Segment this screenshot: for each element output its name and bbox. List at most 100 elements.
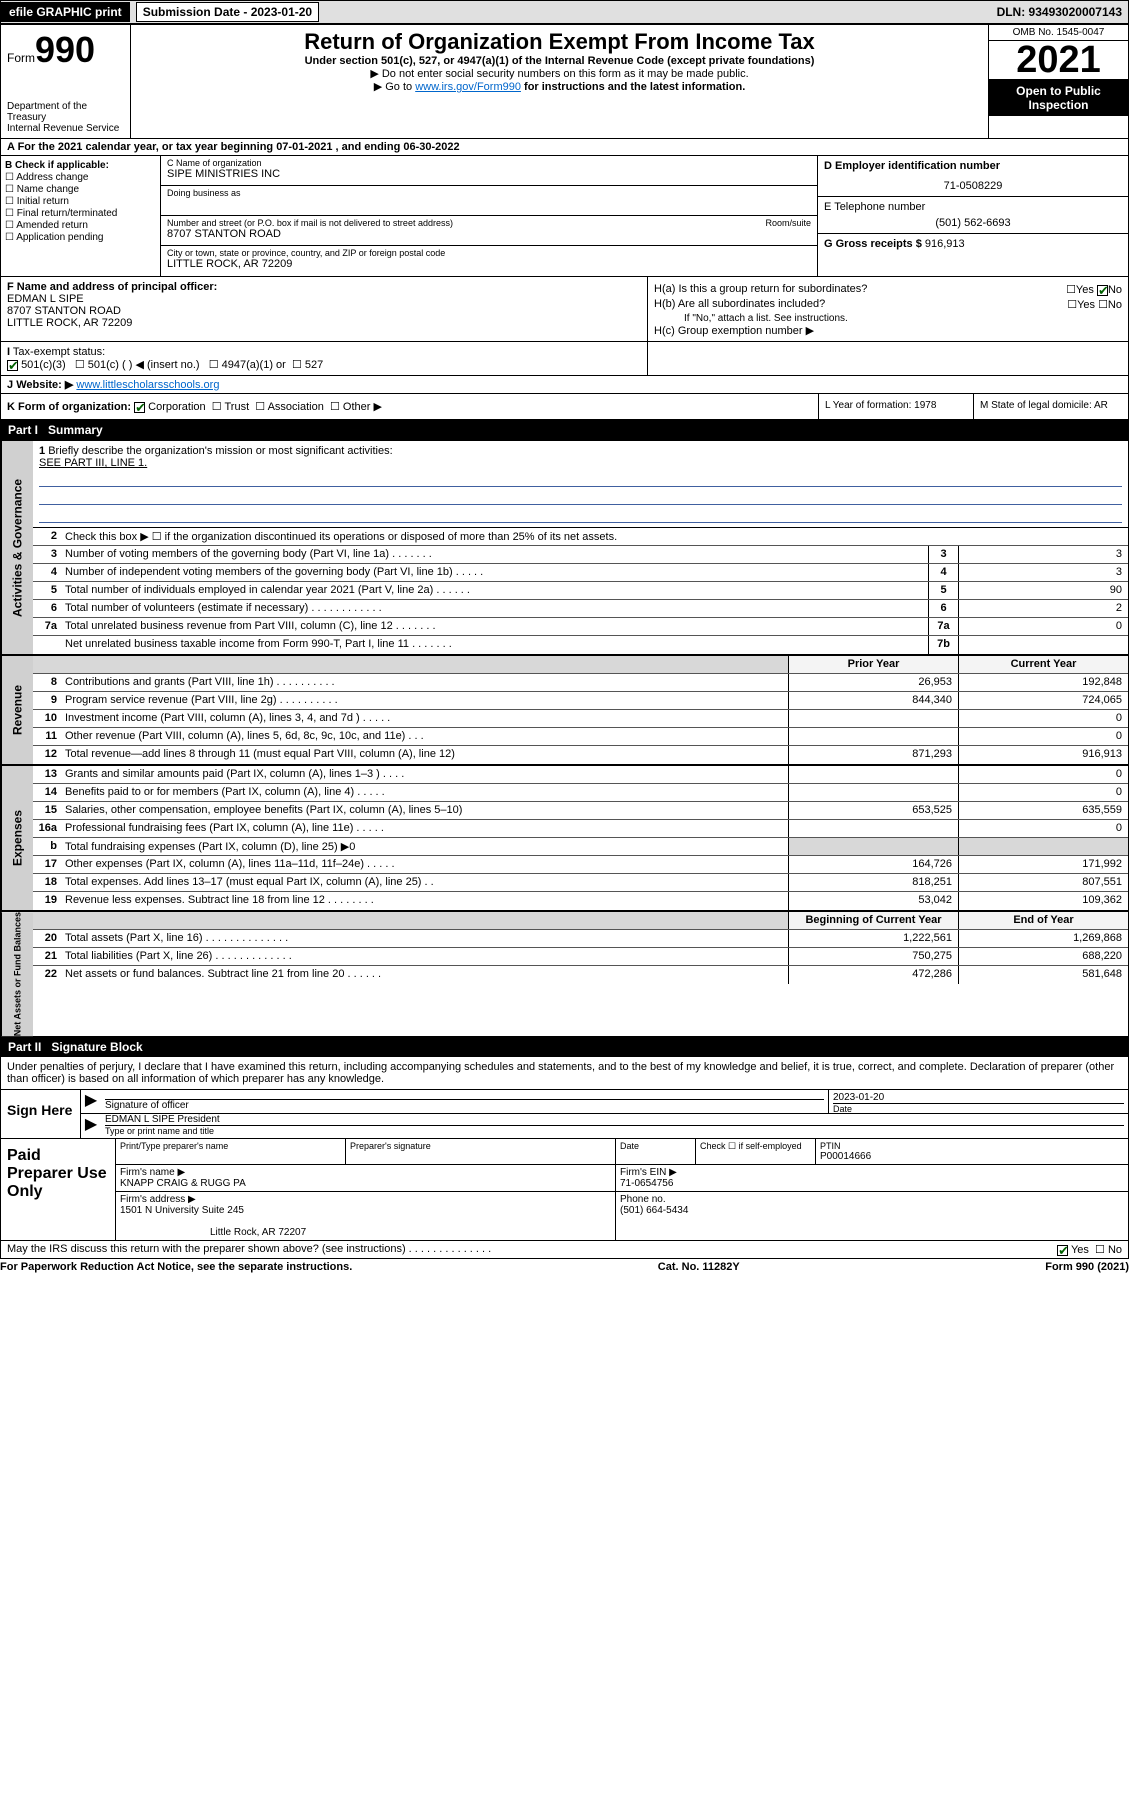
tab-governance: Activities & Governance (1, 441, 33, 654)
instr-2: ▶ Go to www.irs.gov/Form990 for instruct… (135, 80, 984, 93)
table-row: 14Benefits paid to or for members (Part … (33, 784, 1128, 802)
table-row: 6Total number of volunteers (estimate if… (33, 600, 1128, 618)
main-info: B Check if applicable: ☐ Address change … (0, 156, 1129, 277)
efile-label[interactable]: efile GRAPHIC print (1, 2, 130, 22)
chk-501c3[interactable] (7, 360, 18, 371)
ha-answer: ☐Yes No (1066, 283, 1122, 296)
col-f: F Name and address of principal officer:… (1, 277, 648, 341)
f-addr2: LITTLE ROCK, AR 72209 (7, 317, 132, 329)
firm-name: KNAPP CRAIG & RUGG PA (120, 1178, 611, 1189)
part1-header: Part I Summary (0, 420, 1129, 440)
preparer-row: Paid Preparer Use Only Print/Type prepar… (1, 1138, 1128, 1240)
form-title: Return of Organization Exempt From Incom… (135, 29, 984, 55)
table-row: 4Number of independent voting members of… (33, 564, 1128, 582)
chk-initial[interactable]: ☐ Initial return (5, 196, 156, 207)
footer-right: Form 990 (2021) (1045, 1261, 1129, 1273)
part1-label: Part I (8, 423, 38, 437)
arrow-icon-2: ▶ (81, 1114, 101, 1138)
chk-name[interactable]: ☐ Name change (5, 184, 156, 195)
hb-note-right (648, 342, 1128, 375)
firm-addr2: Little Rock, AR 72207 (210, 1227, 611, 1238)
q1-val: SEE PART III, LINE 1. (39, 457, 147, 469)
tab-expenses: Expenses (1, 766, 33, 910)
dln: DLN: 93493020007143 (997, 5, 1128, 19)
ein-value: 71-0508229 (824, 180, 1122, 192)
paid-preparer-label: Paid Preparer Use Only (1, 1139, 116, 1240)
table-row: 15Salaries, other compensation, employee… (33, 802, 1128, 820)
gross-label: G Gross receipts $ (824, 238, 922, 250)
addr-value: 8707 STANTON ROAD (167, 228, 811, 240)
part2-name: Signature Block (51, 1040, 142, 1054)
room-label: Room/suite (765, 218, 811, 228)
org-name: SIPE MINISTRIES INC (167, 168, 811, 180)
table-row: 17Other expenses (Part IX, column (A), l… (33, 856, 1128, 874)
open-public: Open to Public Inspection (989, 80, 1128, 116)
tab-revenue: Revenue (1, 656, 33, 764)
phone-label: E Telephone number (824, 201, 925, 213)
hb-note: If "No," attach a list. See instructions… (684, 313, 1122, 324)
chk-corp[interactable] (134, 402, 145, 413)
hdr-prior: Prior Year (788, 656, 958, 673)
discuss-q: May the IRS discuss this return with the… (7, 1243, 1057, 1256)
website-link[interactable]: www.littlescholarsschools.org (76, 379, 219, 391)
form-subtitle: Under section 501(c), 527, or 4947(a)(1)… (135, 55, 984, 67)
sign-here-row: Sign Here ▶ Signature of officer 2023-01… (1, 1089, 1128, 1138)
chk-address[interactable]: ☐ Address change (5, 172, 156, 183)
header-right: OMB No. 1545-0047 2021 Open to Public In… (988, 25, 1128, 138)
ha-no-check[interactable] (1097, 285, 1108, 296)
form-number: 990 (35, 29, 95, 70)
tab-net-assets: Net Assets or Fund Balances (1, 912, 33, 1036)
hc-label: H(c) Group exemption number ▶ (654, 324, 1122, 337)
officer-name: EDMAN L SIPE President (105, 1114, 1124, 1125)
sign-here: Sign Here (1, 1090, 81, 1138)
col-h: H(a) Is this a group return for subordin… (648, 277, 1128, 341)
hdr-begin: Beginning of Current Year (788, 912, 958, 929)
chk-final[interactable]: ☐ Final return/terminated (5, 208, 156, 219)
discuss-yes[interactable] (1057, 1245, 1068, 1256)
discuss-answer: Yes ☐ No (1057, 1243, 1122, 1256)
i-label: Tax-exempt status: (13, 346, 105, 358)
sig-date: 2023-01-20 (833, 1092, 1124, 1103)
firm-addr1: 1501 N University Suite 245 (120, 1205, 611, 1216)
sig-officer-lab: Signature of officer (105, 1099, 824, 1111)
table-row: Net unrelated business taxable income fr… (33, 636, 1128, 654)
i-letter: I (7, 346, 10, 358)
sig-date-lab: Date (833, 1103, 1124, 1114)
table-row: 3Number of voting members of the governi… (33, 546, 1128, 564)
irs-label: Internal Revenue Service (7, 123, 124, 134)
row-i: I Tax-exempt status: 501(c)(3) ☐ 501(c) … (0, 342, 1129, 376)
row-k: K Form of organization: Corporation ☐ Tr… (0, 394, 1129, 420)
signature-block: Under penalties of perjury, I declare th… (0, 1057, 1129, 1241)
irs-link[interactable]: www.irs.gov/Form990 (415, 81, 521, 93)
hb-answer: ☐Yes ☐No (1067, 298, 1122, 311)
org-name-label: C Name of organization (167, 158, 811, 168)
submission-date: Submission Date - 2023-01-20 (136, 2, 319, 22)
tax-year: 2021 (989, 41, 1128, 80)
name-title-lab: Type or print name and title (105, 1125, 1124, 1136)
chk-pending[interactable]: ☐ Application pending (5, 232, 156, 243)
ha-label: H(a) Is this a group return for subordin… (654, 283, 867, 296)
table-row: 13Grants and similar amounts paid (Part … (33, 766, 1128, 784)
table-row: 21Total liabilities (Part X, line 26) . … (33, 948, 1128, 966)
table-row: 8Contributions and grants (Part VIII, li… (33, 674, 1128, 692)
hdr-curr: Current Year (958, 656, 1128, 673)
table-row: 10Investment income (Part VIII, column (… (33, 710, 1128, 728)
table-row: bTotal fundraising expenses (Part IX, co… (33, 838, 1128, 856)
part2-header: Part II Signature Block (0, 1037, 1129, 1057)
dba-label: Doing business as (167, 188, 811, 198)
chk-amended[interactable]: ☐ Amended return (5, 220, 156, 231)
table-row: 22Net assets or fund balances. Subtract … (33, 966, 1128, 984)
table-row: 12Total revenue—add lines 8 through 11 (… (33, 746, 1128, 764)
ein-label: D Employer identification number (824, 160, 1000, 172)
col-b-label: B Check if applicable: (5, 160, 109, 171)
table-row: 19Revenue less expenses. Subtract line 1… (33, 892, 1128, 910)
table-row: 16aProfessional fundraising fees (Part I… (33, 820, 1128, 838)
discuss-row: May the IRS discuss this return with the… (0, 1241, 1129, 1259)
hb-label: H(b) Are all subordinates included? (654, 298, 825, 311)
j-label: Website: ▶ (16, 379, 73, 391)
footer: For Paperwork Reduction Act Notice, see … (0, 1259, 1129, 1275)
form-prefix: Form (7, 51, 35, 65)
f-name: EDMAN L SIPE (7, 293, 84, 305)
row-f-h: F Name and address of principal officer:… (0, 277, 1129, 342)
dept-treasury: Department of the Treasury (7, 101, 124, 123)
